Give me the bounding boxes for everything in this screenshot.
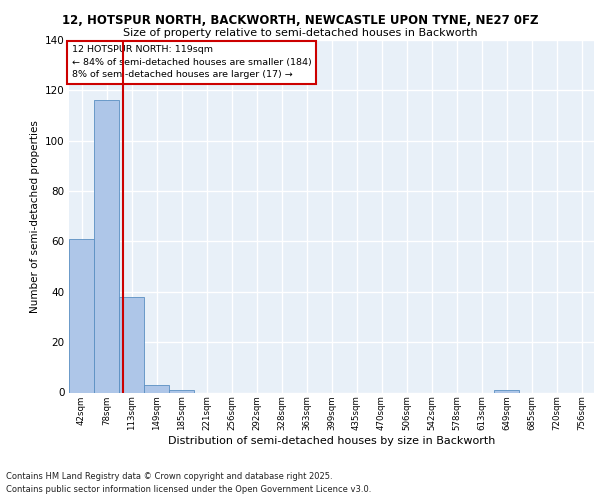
Bar — [494, 390, 519, 392]
Bar — [144, 385, 169, 392]
Text: 12, HOTSPUR NORTH, BACKWORTH, NEWCASTLE UPON TYNE, NE27 0FZ: 12, HOTSPUR NORTH, BACKWORTH, NEWCASTLE … — [62, 14, 538, 27]
Text: Contains HM Land Registry data © Crown copyright and database right 2025.: Contains HM Land Registry data © Crown c… — [6, 472, 332, 481]
Bar — [94, 100, 119, 393]
Y-axis label: Number of semi-detached properties: Number of semi-detached properties — [29, 120, 40, 312]
Bar — [169, 390, 194, 392]
Bar — [119, 297, 144, 392]
Text: Size of property relative to semi-detached houses in Backworth: Size of property relative to semi-detach… — [122, 28, 478, 38]
Text: 12 HOTSPUR NORTH: 119sqm
← 84% of semi-detached houses are smaller (184)
8% of s: 12 HOTSPUR NORTH: 119sqm ← 84% of semi-d… — [71, 46, 311, 80]
Bar — [69, 239, 94, 392]
Text: Contains public sector information licensed under the Open Government Licence v3: Contains public sector information licen… — [6, 485, 371, 494]
X-axis label: Distribution of semi-detached houses by size in Backworth: Distribution of semi-detached houses by … — [168, 436, 495, 446]
